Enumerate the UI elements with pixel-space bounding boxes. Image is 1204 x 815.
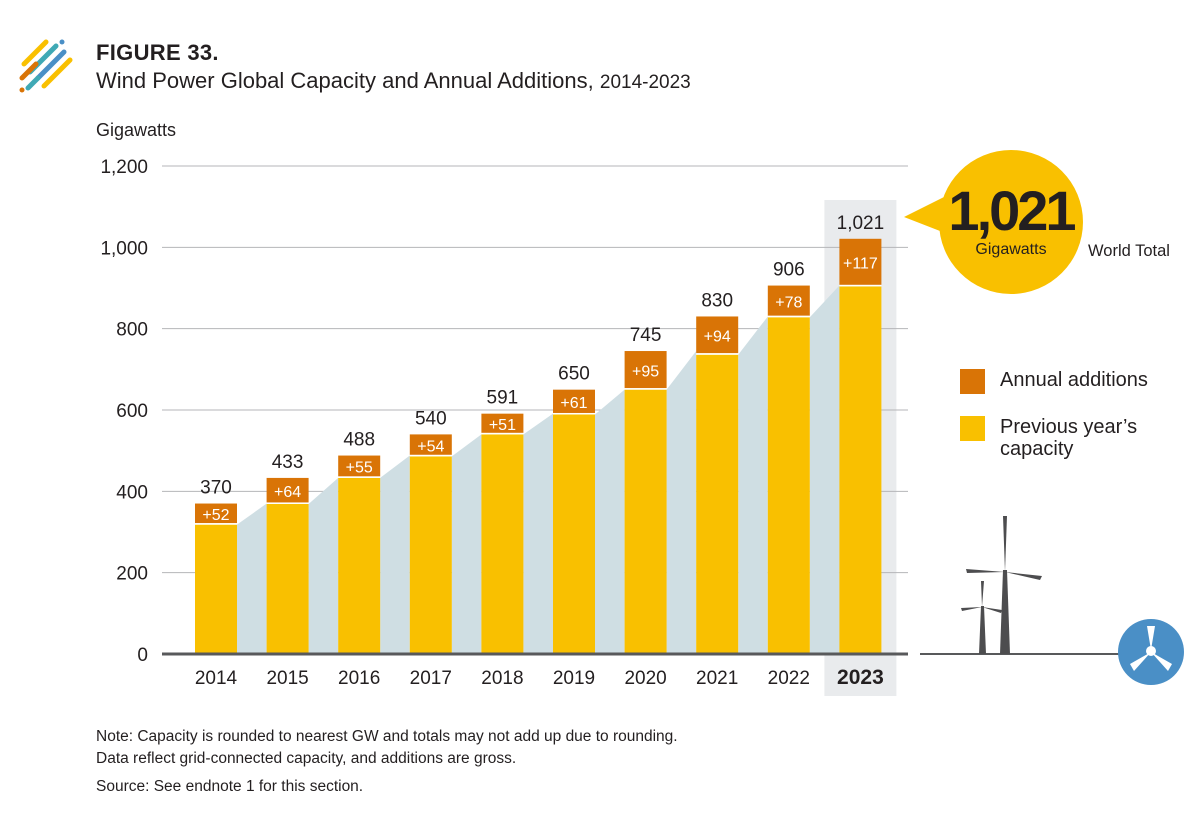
addition-label: +117 bbox=[843, 256, 878, 273]
wind-turbine-badge-icon bbox=[1118, 619, 1184, 685]
trend-area bbox=[237, 285, 840, 654]
x-tick-label: 2014 bbox=[195, 668, 238, 689]
bar-annual-addition bbox=[338, 455, 381, 477]
y-tick-label: 200 bbox=[116, 564, 148, 585]
callout-bubble bbox=[939, 150, 1083, 294]
turbine-blade bbox=[1003, 516, 1007, 572]
legend-item-additions: Annual additions bbox=[960, 369, 1170, 394]
bar-annual-addition bbox=[266, 477, 309, 503]
total-label: 1,021 bbox=[837, 213, 885, 234]
legend-swatch-additions bbox=[960, 369, 985, 394]
turbine-blade bbox=[961, 607, 982, 611]
turbine-tower bbox=[979, 606, 986, 654]
turbine-blade bbox=[966, 569, 1005, 573]
wind-turbine-small-icon bbox=[961, 581, 1002, 654]
world-total-caption: World Total bbox=[1088, 242, 1170, 260]
total-label: 830 bbox=[701, 290, 733, 311]
bar-previous-capacity bbox=[624, 389, 667, 654]
bar-previous-capacity bbox=[195, 524, 237, 654]
bar-previous-capacity bbox=[553, 414, 595, 654]
turbine-blade bbox=[1005, 572, 1042, 580]
bar-annual-addition bbox=[839, 238, 882, 285]
x-tick-label: 2023 bbox=[837, 666, 884, 689]
addition-label: +61 bbox=[560, 395, 587, 412]
total-label: 370 bbox=[200, 478, 232, 499]
bar-annual-addition bbox=[624, 351, 667, 389]
bar-annual-addition bbox=[553, 389, 595, 413]
bar-annual-addition bbox=[767, 285, 810, 316]
bar-previous-capacity bbox=[338, 477, 381, 654]
legend-label-additions: Annual additions bbox=[1000, 369, 1148, 391]
bar-previous-capacity bbox=[839, 286, 882, 654]
wind-turbine-icon bbox=[966, 516, 1042, 654]
bar-annual-addition bbox=[481, 413, 524, 433]
addition-label: +95 bbox=[632, 363, 659, 380]
total-label: 650 bbox=[558, 364, 590, 385]
legend-item-previous: Previous year’s capacity bbox=[960, 416, 1170, 460]
bar-annual-addition bbox=[195, 503, 237, 524]
figure-title: Wind Power Global Capacity and Annual Ad… bbox=[96, 68, 691, 94]
bar-previous-capacity bbox=[767, 317, 810, 654]
addition-label: +78 bbox=[775, 294, 802, 311]
figure-title-years: 2014-2023 bbox=[599, 72, 691, 93]
x-tick-label: 2018 bbox=[481, 668, 523, 689]
callout-unit: Gigawatts bbox=[975, 241, 1047, 258]
addition-label: +54 bbox=[417, 438, 444, 455]
total-label: 488 bbox=[343, 430, 375, 451]
total-label: 433 bbox=[272, 452, 304, 473]
x-tick-label: 2015 bbox=[266, 668, 308, 689]
figure-label: FIGURE 33. bbox=[96, 40, 219, 65]
total-label: 906 bbox=[773, 260, 805, 281]
chart-note: Note: Capacity is rounded to nearest GW … bbox=[96, 726, 678, 770]
figure-title-main: Wind Power Global Capacity and Annual Ad… bbox=[96, 68, 594, 93]
addition-label: +64 bbox=[274, 484, 301, 501]
y-tick-label: 0 bbox=[137, 645, 148, 666]
badge-blade bbox=[1151, 652, 1172, 671]
bar-previous-capacity bbox=[696, 354, 739, 654]
y-axis-label: Gigawatts bbox=[96, 120, 176, 140]
addition-label: +55 bbox=[346, 460, 373, 477]
bar-previous-capacity bbox=[409, 456, 452, 654]
total-label: 591 bbox=[487, 388, 519, 409]
bar-annual-addition bbox=[409, 434, 452, 455]
x-tick-label: 2020 bbox=[624, 668, 666, 689]
turbine-blade bbox=[981, 581, 984, 607]
callout-value: 1,021 bbox=[948, 179, 1076, 242]
x-tick-label: 2022 bbox=[768, 668, 810, 689]
x-tick-label: 2016 bbox=[338, 668, 380, 689]
total-label: 540 bbox=[415, 408, 447, 429]
bar-annual-addition bbox=[696, 316, 739, 354]
note-line-1: Note: Capacity is rounded to nearest GW … bbox=[96, 728, 678, 745]
x-tick-label: 2021 bbox=[696, 668, 738, 689]
total-label: 745 bbox=[630, 325, 662, 346]
y-tick-label: 1,000 bbox=[100, 238, 148, 259]
y-tick-label: 800 bbox=[116, 320, 148, 341]
badge-blade bbox=[1147, 626, 1155, 650]
addition-label: +52 bbox=[202, 507, 229, 524]
badge-blade bbox=[1130, 652, 1151, 671]
y-tick-label: 400 bbox=[116, 482, 148, 503]
figure-logo-icon bbox=[19, 39, 73, 93]
bar-previous-capacity bbox=[481, 434, 524, 654]
legend-label-previous: Previous year’s capacity bbox=[1000, 416, 1138, 460]
addition-label: +94 bbox=[704, 329, 731, 346]
turbine-tower bbox=[1000, 570, 1010, 654]
y-tick-label: 1,200 bbox=[100, 157, 148, 178]
bar-previous-capacity bbox=[266, 503, 309, 654]
legend-swatch-previous bbox=[960, 416, 985, 441]
addition-label: +51 bbox=[489, 417, 516, 434]
note-line-2: Data reflect grid-connected capacity, an… bbox=[96, 750, 517, 767]
y-tick-label: 600 bbox=[116, 401, 148, 422]
turbine-blade bbox=[982, 607, 1002, 613]
badge-hub bbox=[1146, 646, 1156, 656]
x-tick-label: 2019 bbox=[553, 668, 595, 689]
x-tick-label: 2017 bbox=[410, 668, 452, 689]
chart-source: Source: See endnote 1 for this section. bbox=[96, 778, 364, 795]
